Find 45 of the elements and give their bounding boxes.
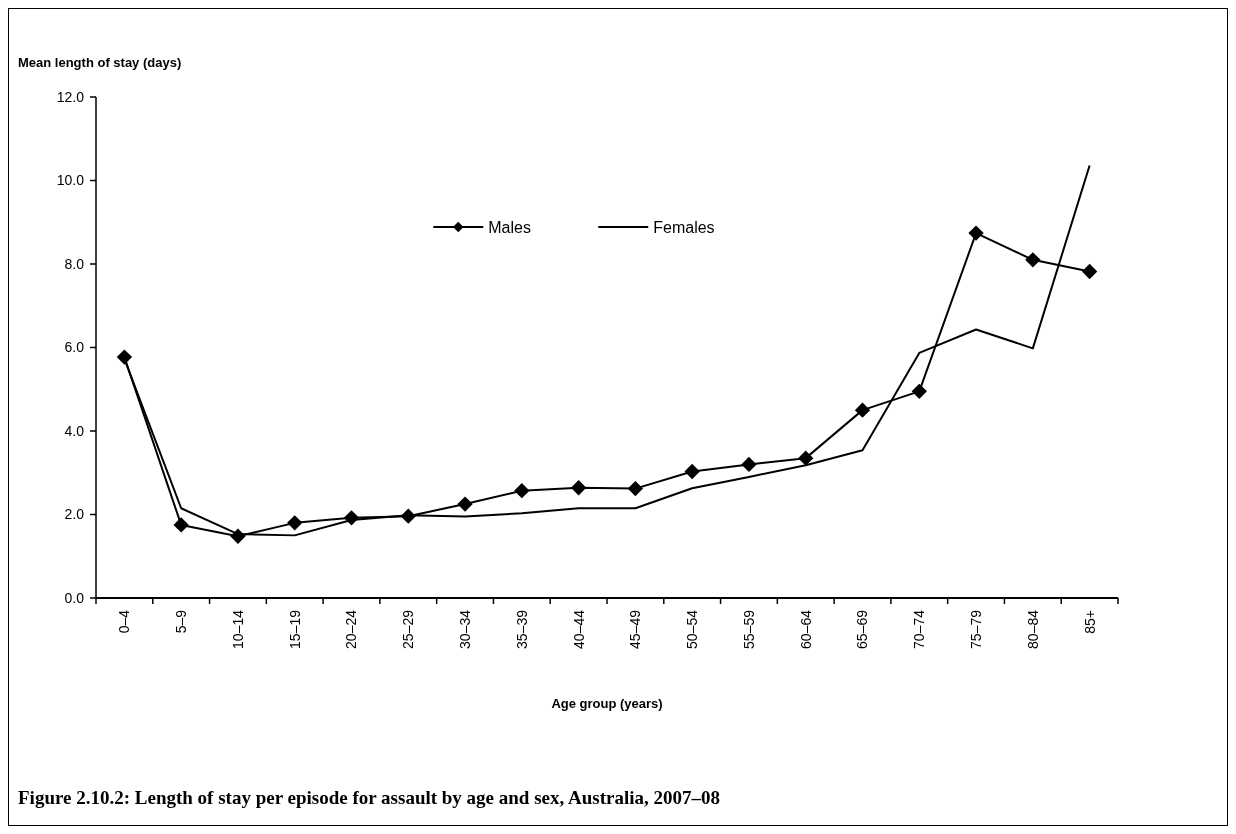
- y-tick-label: 4.0: [64, 422, 85, 439]
- y-tick-label: 0.0: [64, 589, 85, 606]
- point: [514, 483, 530, 499]
- y-tick-label: 10.0: [56, 172, 85, 189]
- x-tick-label: 0–4: [116, 609, 133, 634]
- x-tick-label: 10–14: [229, 609, 246, 649]
- x-tick-label: 65–69: [854, 609, 871, 649]
- x-tick-label: 75–79: [967, 609, 984, 649]
- y-tick-label: 8.0: [64, 255, 85, 272]
- y-tick-label: 2.0: [64, 506, 85, 523]
- x-tick-label: 35–39: [513, 609, 530, 649]
- legend-label: Males: [488, 218, 531, 236]
- x-tick-label: 80–84: [1024, 609, 1041, 649]
- point: [1025, 252, 1041, 268]
- x-tick-label: 85+: [1081, 610, 1098, 634]
- point: [741, 456, 757, 473]
- point: [457, 496, 473, 512]
- point: [854, 402, 871, 418]
- x-tick-label: 55–59: [740, 609, 757, 649]
- point: [968, 225, 984, 241]
- point: [1081, 263, 1098, 280]
- point: [116, 349, 133, 365]
- point: [798, 450, 814, 466]
- x-axis-title: Age group (years): [551, 696, 663, 711]
- legend-label: Females: [653, 218, 715, 236]
- x-tick-label: 50–54: [684, 609, 701, 649]
- y-tick-label: 6.0: [64, 339, 85, 356]
- x-tick-label: 70–74: [911, 609, 928, 649]
- point: [684, 463, 700, 480]
- x-tick-label: 25–29: [400, 609, 417, 649]
- x-tick-label: 5–9: [173, 609, 190, 634]
- x-tick-label: 30–34: [456, 609, 473, 649]
- x-tick-label: 15–19: [286, 609, 303, 649]
- x-tick-label: 40–44: [570, 609, 587, 649]
- y-axis-title: Mean length of stay (days): [18, 55, 182, 70]
- x-tick-label: 60–64: [797, 609, 814, 649]
- y-tick-label: 12.0: [56, 88, 85, 105]
- point: [911, 383, 927, 400]
- point: [287, 515, 303, 531]
- point: [570, 480, 587, 496]
- text: Figure 2.10.2: Length of stay per episode for assault by age and sex, Australia, 2007–08: [18, 787, 720, 808]
- x-tick-label: 45–49: [627, 609, 644, 649]
- point: [627, 480, 644, 497]
- x-tick-label: 20–24: [343, 609, 360, 649]
- point: [173, 517, 189, 533]
